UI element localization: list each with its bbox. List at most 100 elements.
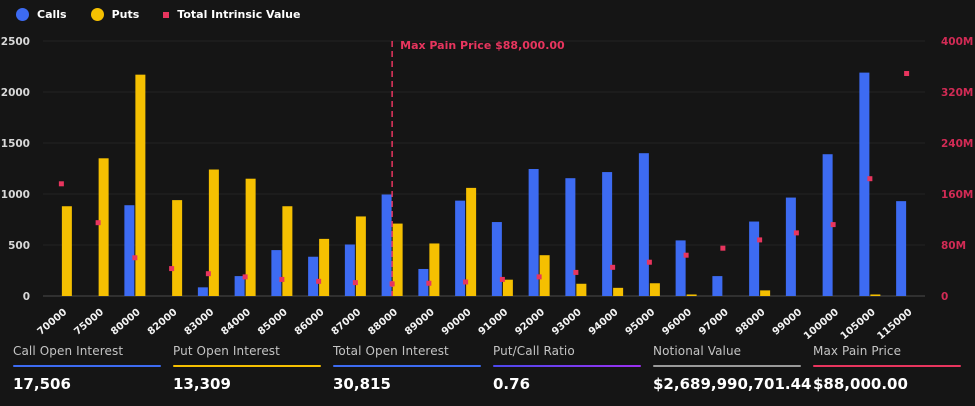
stat-label: Put Open Interest [173,344,280,358]
call-bar[interactable] [271,250,282,296]
legend-label-calls: Calls [37,8,67,21]
stat-label: Call Open Interest [13,344,124,358]
intrinsic-value-point[interactable] [830,222,836,228]
legend-item-calls[interactable]: Calls [16,8,67,21]
intrinsic-value-point[interactable] [536,274,542,280]
x-axis-tick: 94000 [587,307,621,338]
intrinsic-value-point[interactable] [646,259,652,265]
x-axis-tick: 96000 [660,307,694,338]
call-bar[interactable] [381,194,392,296]
stat-accent-line [653,365,801,367]
put-bar[interactable] [429,243,440,296]
call-bar[interactable] [308,256,319,296]
intrinsic-value-point[interactable] [463,279,469,285]
call-bar[interactable] [859,72,870,297]
y-axis-tick-right: 80M [941,240,966,252]
x-axis-tick: 75000 [72,307,106,338]
intrinsic-value-point[interactable] [242,274,248,280]
call-bar[interactable] [638,153,649,296]
intrinsic-value-point[interactable] [169,266,175,272]
call-bar[interactable] [712,276,723,296]
y-axis-tick-left: 500 [8,240,30,252]
intrinsic-value-point[interactable] [610,264,616,270]
stat-notional-value: Notional Value $2,689,990,701.44 [653,344,811,393]
call-bar[interactable] [749,221,760,296]
intrinsic-value-point[interactable] [352,280,358,286]
put-bar[interactable] [282,206,293,296]
stat-accent-line [173,365,321,367]
stat-max-pain-price: Max Pain Price $88,000.00 [813,344,961,393]
call-bar[interactable] [822,154,833,296]
x-axis-tick: 84000 [219,307,253,338]
intrinsic-value-point[interactable] [904,71,910,77]
x-axis-tick: 105000 [839,307,878,340]
call-bar[interactable] [785,197,796,296]
put-bar[interactable] [61,206,72,296]
intrinsic-value-point[interactable] [95,220,101,226]
put-bar[interactable] [208,169,219,296]
intrinsic-value-point[interactable] [499,276,505,282]
call-bar[interactable] [491,222,502,296]
intrinsic-value-point[interactable] [316,278,322,284]
intrinsic-value-point[interactable] [132,255,138,261]
stat-value: 17,506 [13,375,71,393]
call-bar[interactable] [418,268,429,296]
put-bar[interactable] [466,187,477,296]
call-bar[interactable] [565,178,576,296]
put-bar[interactable] [392,223,403,296]
max-pain-label: Max Pain Price $88,000.00 [400,39,565,52]
stat-accent-line [13,365,161,367]
call-bar[interactable] [234,276,245,296]
put-bar[interactable] [539,255,550,296]
legend-item-puts[interactable]: Puts [90,8,139,21]
y-axis-tick-right: 400M [941,36,973,48]
put-bar[interactable] [319,238,330,296]
put-bar[interactable] [135,74,146,296]
legend-item-total-intrinsic-value[interactable]: Total Intrinsic Value [163,8,300,21]
intrinsic-value-point[interactable] [793,230,799,236]
call-bar[interactable] [675,240,686,296]
legend-label-intrinsic: Total Intrinsic Value [177,8,301,21]
put-bar[interactable] [245,178,256,296]
intrinsic-value-point[interactable] [58,181,64,187]
intrinsic-value-point[interactable] [683,252,689,258]
y-axis-tick-left: 2500 [1,36,30,48]
put-bar[interactable] [870,294,881,296]
put-bar[interactable] [172,200,183,296]
put-bar[interactable] [686,294,697,296]
put-bar[interactable] [502,279,513,296]
intrinsic-value-point[interactable] [205,271,211,277]
y-axis-tick-right: 320M [941,87,973,99]
call-bar[interactable] [197,287,208,296]
call-bar[interactable] [124,205,135,296]
stat-label: Put/Call Ratio [493,344,575,358]
x-axis-tick: 89000 [403,307,437,338]
x-axis-tick: 92000 [513,307,547,338]
intrinsic-value-point[interactable] [389,281,395,287]
put-bar[interactable] [355,216,366,296]
call-bar[interactable] [528,169,539,296]
chart-legend: Calls Puts Total Intrinsic Value [16,8,300,21]
put-bar[interactable] [613,287,624,296]
call-bar[interactable] [344,244,355,296]
intrinsic-value-point[interactable] [757,237,763,243]
intrinsic-value-point[interactable] [426,280,432,286]
chart-canvas: 0 500 1000 1500 2000 2500 0 80M 160M 240M 320M 400M… [1,36,974,340]
call-bar[interactable] [896,201,907,296]
x-axis-tick: 98000 [734,307,768,338]
stat-label: Max Pain Price [813,344,902,358]
put-bar[interactable] [576,283,587,296]
x-axis-tick: 82000 [146,307,180,338]
intrinsic-value-point[interactable] [573,269,579,275]
put-bar[interactable] [98,158,109,296]
call-bar[interactable] [455,200,466,296]
put-bar[interactable] [649,283,660,296]
call-bar[interactable] [602,172,613,296]
intrinsic-value-point[interactable] [867,176,873,182]
x-axis-tick: 95000 [624,307,658,338]
intrinsic-value-point[interactable] [279,276,285,282]
put-bar[interactable] [760,290,771,296]
stat-value: $88,000.00 [813,375,908,393]
intrinsic-value-point[interactable] [720,245,726,251]
